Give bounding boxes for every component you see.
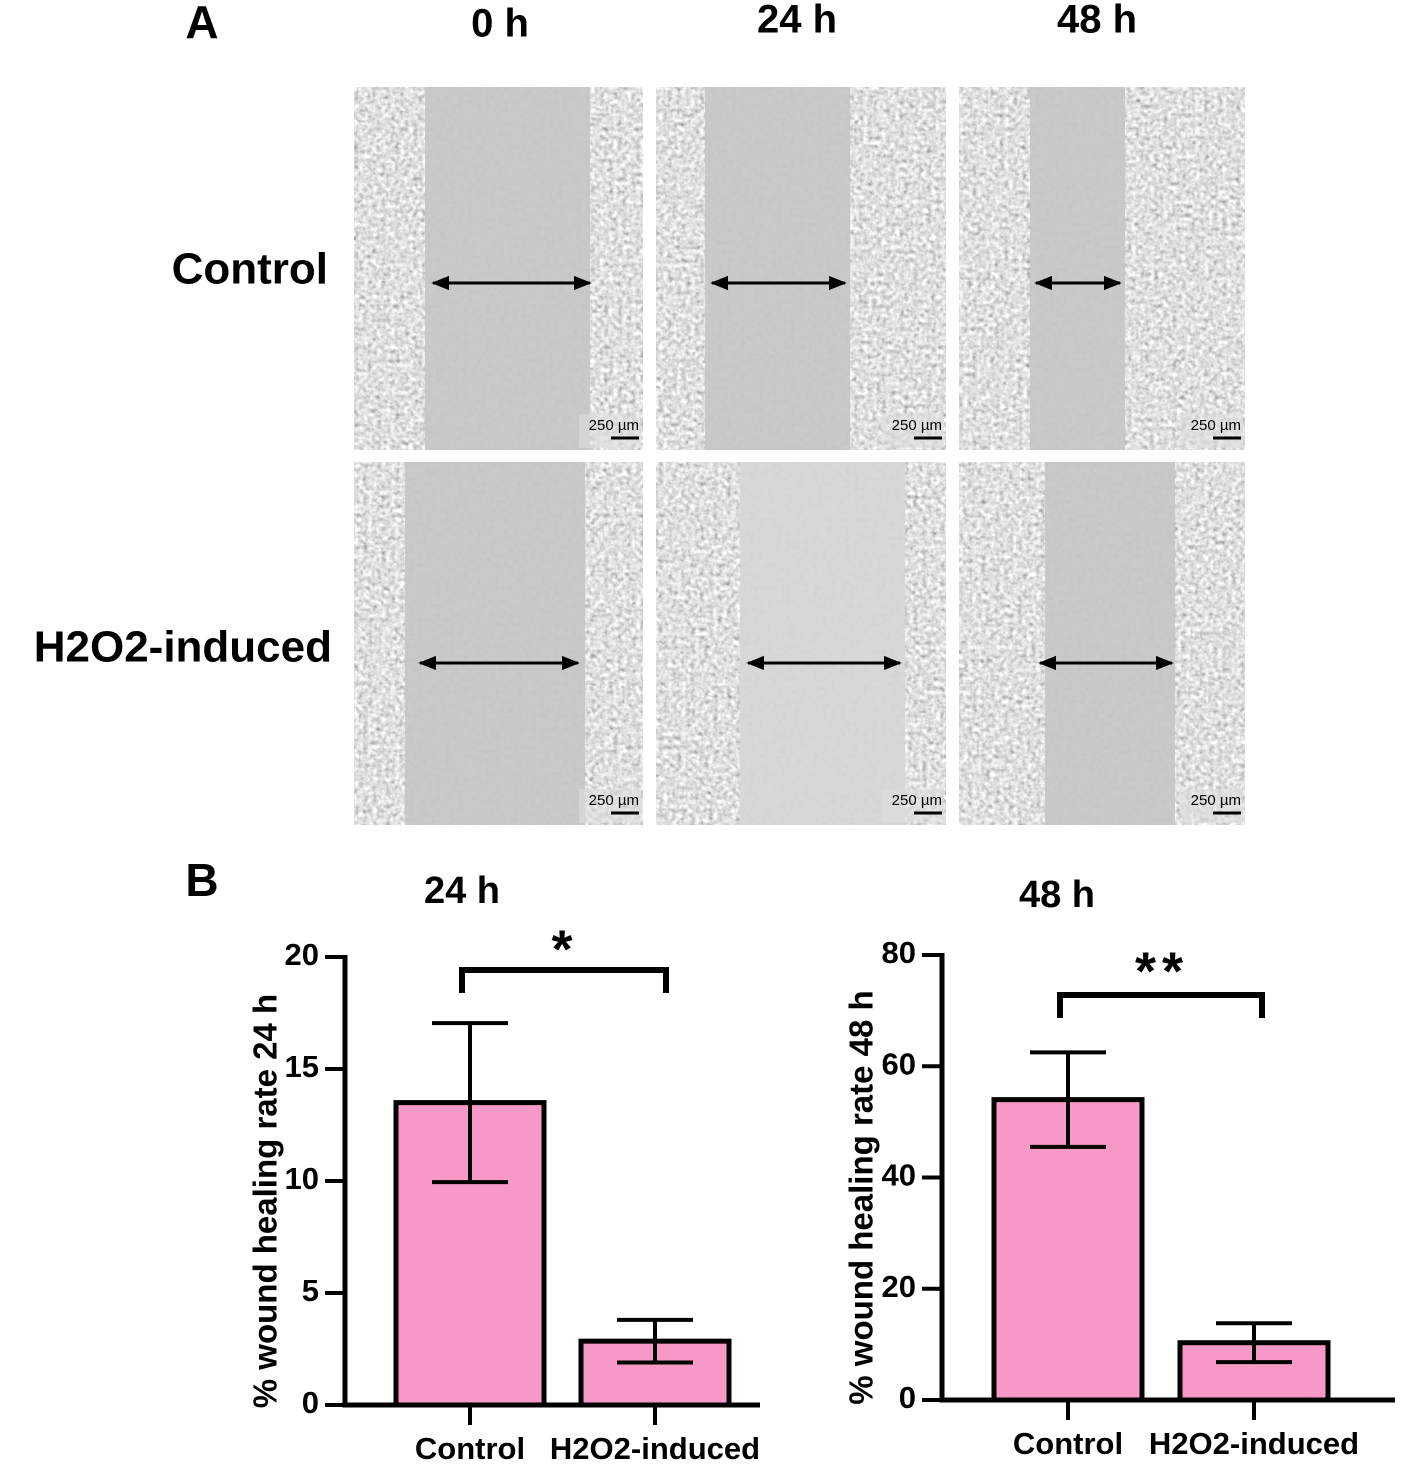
y-tick-label: 0 [899,1380,916,1415]
wound-gap [405,462,585,825]
chart-title: 24 h [424,870,500,912]
row-label: Control [172,245,328,294]
y-tick-label: 10 [285,1161,319,1196]
bar [991,1097,1145,1403]
wound-gap [425,87,590,450]
significance-label: * [551,919,578,979]
significance-label: ** [1135,941,1189,1001]
scale-bar-label: 250 µm [892,417,942,434]
error-bar [1216,1321,1292,1365]
panel-label: A [185,0,218,48]
wound-gap [705,87,850,450]
x-tick-label: H2O2-induced [1149,1426,1359,1461]
scale-label-bg [882,414,944,448]
scale-bar-label: 250 µm [589,792,639,809]
row-label: H2O2-induced [34,623,332,672]
chart-title: 48 h [1019,874,1095,916]
y-tick-label: 40 [882,1158,916,1193]
wound-gap [740,462,905,825]
y-tick-label: 0 [302,1385,319,1420]
y-tick-label: 5 [302,1273,319,1308]
axes [939,953,1395,1403]
column-header: 0 h [471,2,529,46]
y-tick-label: 80 [882,935,916,970]
significance-bracket [459,967,669,993]
scale-label-bg [1181,789,1243,823]
scale-label-bg [579,414,641,448]
scale-bar-label: 250 µm [1191,417,1241,434]
y-tick-label: 60 [882,1046,916,1081]
column-header: 48 h [1057,0,1137,42]
y-axis-label: % wound healing rate 24 h [247,994,284,1408]
micrographs: 250 µm 250 µm 250 µm 250 µm 250 µm 250 µm [354,87,1245,825]
scale-label-bg [882,789,944,823]
scale-bar-label: 250 µm [1191,792,1241,809]
error-bar [432,1021,508,1185]
wound-gap [1045,462,1175,825]
scale-bar-label: 250 µm [892,792,942,809]
axes [342,955,760,1408]
y-tick-label: 20 [882,1269,916,1304]
y-tick-label: 15 [285,1049,319,1084]
error-bar [617,1317,693,1365]
x-tick-label: Control [1013,1426,1123,1461]
error-bar [1030,1050,1106,1149]
scale-label-bg [579,789,641,823]
x-tick-label: Control [415,1431,525,1466]
y-tick-label: 20 [285,937,319,972]
x-tick-label: H2O2-induced [550,1431,760,1466]
wound-gap [1030,87,1125,450]
column-header: 24 h [757,0,837,42]
panel-label: B [185,854,218,906]
scale-label-bg [1181,414,1243,448]
scale-bar-label: 250 µm [589,417,639,434]
significance-bracket [1057,992,1265,1018]
y-axis-label: % wound healing rate 48 h [843,990,880,1404]
